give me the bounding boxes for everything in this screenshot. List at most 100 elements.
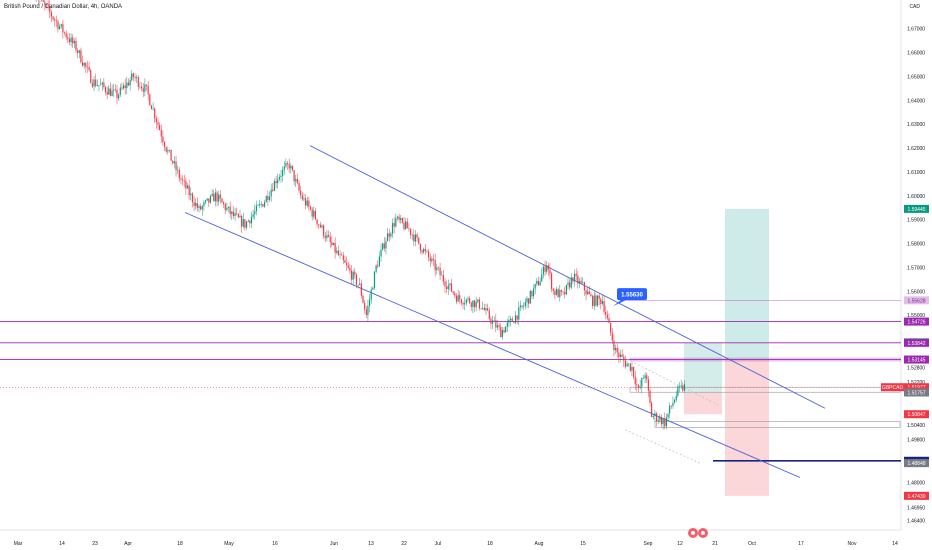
candle-body <box>505 326 507 333</box>
candle-body <box>101 82 103 85</box>
price-marker-label: 1.53842 <box>907 341 925 347</box>
candle-body <box>226 207 228 210</box>
candle-body <box>606 314 608 319</box>
candle-body <box>257 205 259 206</box>
candle-body <box>283 166 285 170</box>
price-tick-label: 1.52200 <box>907 380 925 386</box>
candle-body <box>344 260 346 263</box>
candle-body <box>44 1 46 5</box>
price-tick-label: 1.52800 <box>907 366 925 372</box>
candle-body <box>631 366 633 371</box>
channel-upper-line <box>309 145 826 409</box>
candle-body <box>111 90 113 96</box>
candle-body <box>546 265 548 272</box>
candle-body <box>395 218 397 227</box>
price-marker-box <box>904 491 929 500</box>
currency-label: CAD <box>909 4 920 10</box>
candle-body <box>159 124 161 131</box>
candle-body <box>198 206 200 208</box>
candle-body <box>160 130 162 137</box>
candle-body <box>503 330 505 333</box>
candle-body <box>487 308 489 311</box>
candle-body <box>588 291 590 295</box>
candle-body <box>350 270 353 280</box>
candle-body <box>467 298 469 300</box>
candle-body <box>641 378 643 387</box>
candle-body <box>403 222 405 229</box>
candle-body <box>342 255 344 261</box>
time-tick-label: 22 <box>401 541 407 547</box>
candle-body <box>644 375 646 379</box>
candle-body <box>83 63 85 66</box>
candle-body <box>587 291 589 295</box>
candle-body <box>80 50 82 63</box>
candle-body <box>431 258 433 262</box>
candle-body <box>628 363 630 365</box>
candle-body <box>465 299 467 304</box>
candle-body <box>657 420 659 422</box>
candle-body <box>368 299 371 306</box>
candle-body <box>275 181 277 184</box>
candle-body <box>186 185 189 189</box>
candle-body <box>516 315 518 320</box>
candle-body <box>600 298 602 304</box>
candle-body <box>252 214 254 217</box>
candle-body <box>651 402 653 418</box>
candle-body <box>592 295 594 306</box>
candle-body <box>623 356 625 361</box>
candle-body <box>554 290 556 295</box>
candle-body <box>642 378 645 379</box>
candle-body <box>514 315 517 323</box>
price-marker-label: 1.55628 <box>907 298 925 304</box>
candle-body <box>311 209 313 217</box>
candle-body <box>613 340 615 351</box>
candle-body <box>416 234 418 238</box>
candle-body <box>454 293 456 296</box>
candle-body <box>439 267 441 276</box>
candle-body <box>239 216 241 218</box>
candle-body <box>231 211 233 214</box>
candle-body <box>360 283 362 296</box>
candle-body <box>122 85 125 89</box>
candle-body <box>286 163 289 165</box>
candle-body <box>150 105 153 110</box>
price-tick-label: 1.46950 <box>907 505 925 511</box>
candle-body <box>575 273 577 276</box>
candle-body <box>464 303 466 305</box>
candle-body <box>90 70 92 84</box>
candle-body <box>139 86 141 88</box>
candle-body <box>457 295 459 302</box>
candle-body <box>536 280 538 284</box>
candle-body <box>195 203 197 206</box>
candle-body <box>450 283 453 292</box>
candle-body <box>249 220 251 224</box>
candle-body <box>495 320 497 328</box>
candle-body <box>86 66 89 68</box>
price-tick-label: 1.61000 <box>907 170 925 176</box>
candle-body <box>621 354 623 357</box>
candle-body <box>616 348 618 353</box>
candle-body <box>157 122 159 125</box>
candle-body <box>242 219 244 227</box>
candle-body <box>441 274 443 276</box>
candle-body <box>88 67 90 71</box>
candle-body <box>118 94 120 99</box>
price-marker-label: 1.47430 <box>907 494 925 500</box>
candle-body <box>385 241 387 249</box>
candle-body <box>167 150 169 152</box>
candle-body <box>168 149 171 151</box>
candle-body <box>247 220 249 222</box>
time-tick-label: 12 <box>677 541 683 547</box>
candle-body <box>47 5 49 7</box>
price-tick-label: 1.50400 <box>907 423 925 429</box>
candle-body <box>578 280 581 284</box>
candle-body <box>49 6 51 13</box>
candle-body <box>173 161 175 164</box>
candle-body <box>147 85 149 95</box>
price-marker-box <box>904 317 929 326</box>
time-tick-label: Mar <box>14 541 23 547</box>
candle-body <box>375 265 377 272</box>
candle-body <box>323 225 325 237</box>
callout-label: 1.55630 <box>621 293 643 299</box>
